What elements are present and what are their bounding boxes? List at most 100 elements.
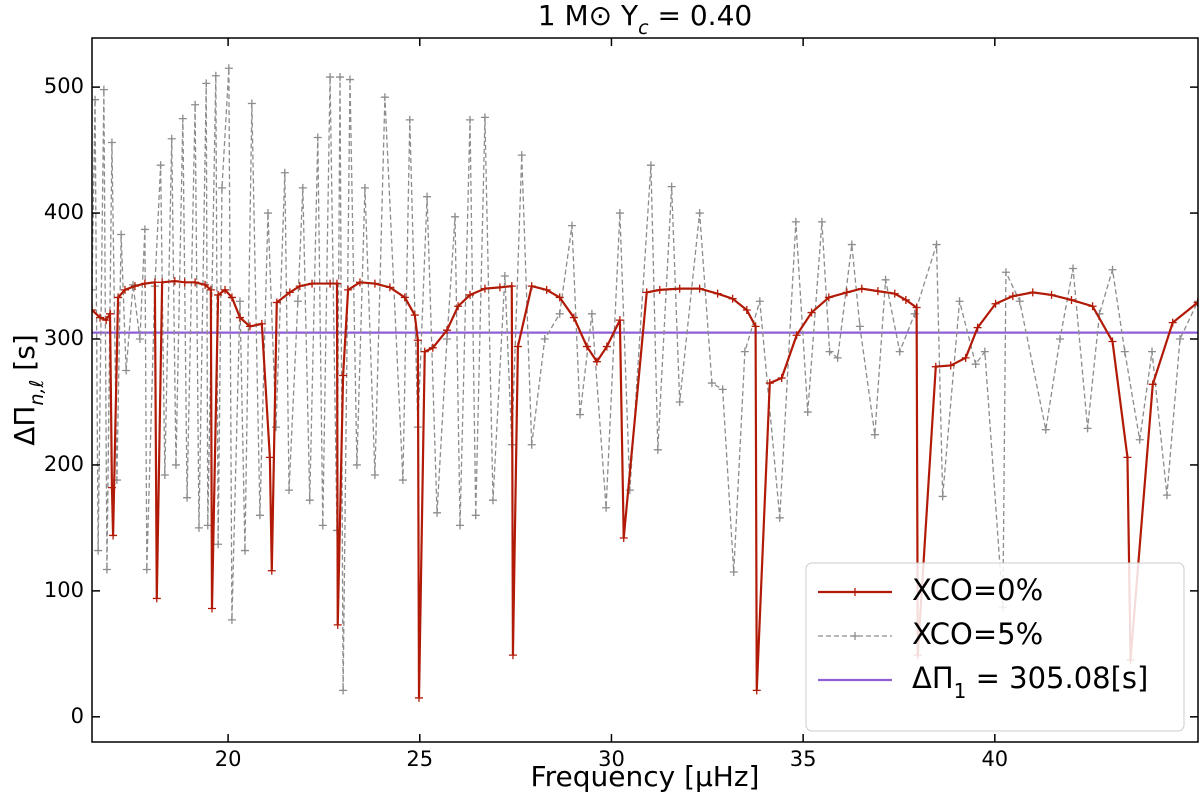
point-marker — [293, 297, 302, 306]
legend-label: XCO=5% — [912, 617, 1043, 651]
point-marker — [423, 192, 432, 201]
point-marker — [433, 508, 442, 517]
point-marker — [592, 357, 601, 366]
point-marker — [267, 566, 276, 575]
point-marker — [106, 309, 115, 318]
point-marker — [346, 75, 355, 84]
point-marker — [775, 513, 784, 522]
point-marker — [527, 282, 536, 291]
point-marker — [803, 408, 812, 417]
point-marker — [410, 311, 419, 320]
point-marker — [203, 521, 212, 530]
point-marker — [265, 453, 274, 462]
point-marker — [602, 342, 611, 351]
point-marker — [881, 275, 890, 284]
point-marker — [442, 326, 451, 335]
series-line — [92, 68, 1198, 691]
point-marker — [191, 278, 200, 287]
point-marker — [718, 385, 727, 394]
point-marker — [1055, 334, 1064, 343]
point-marker — [114, 293, 123, 302]
point-marker — [117, 230, 126, 239]
point-marker — [791, 217, 800, 226]
point-marker — [102, 316, 111, 325]
x-tick-label: 40 — [981, 747, 1008, 771]
point-marker — [1148, 347, 1156, 356]
point-marker — [109, 531, 118, 540]
point-marker — [991, 299, 1000, 308]
point-marker — [344, 285, 353, 294]
plot-area — [92, 64, 1198, 702]
point-marker — [456, 521, 465, 530]
point-marker — [235, 297, 244, 306]
point-marker — [295, 282, 304, 291]
x-tick-label: 30 — [598, 747, 625, 771]
point-marker — [729, 567, 738, 576]
y-tick-label: 300 — [44, 326, 84, 350]
point-marker — [1120, 347, 1129, 356]
point-marker — [842, 288, 851, 297]
point-marker — [540, 334, 549, 343]
legend-label: ΔΠ1 = 305.08[s] — [912, 661, 1148, 703]
point-marker — [1162, 491, 1171, 500]
point-marker — [752, 686, 761, 695]
point-marker — [214, 290, 223, 299]
point-marker — [873, 287, 882, 296]
point-marker — [1108, 337, 1117, 346]
point-marker — [285, 486, 294, 495]
point-marker — [507, 282, 516, 291]
point-marker — [326, 279, 335, 288]
x-tick-label: 35 — [790, 747, 817, 771]
point-marker — [870, 430, 879, 439]
point-marker — [465, 115, 474, 124]
point-marker — [946, 361, 955, 370]
point-marker — [912, 303, 921, 312]
y-tick-label: 200 — [44, 452, 84, 476]
point-marker — [1041, 425, 1050, 434]
point-marker — [332, 279, 341, 288]
point-marker — [655, 285, 664, 294]
point-marker — [1108, 265, 1117, 274]
point-marker — [980, 347, 989, 356]
point-marker — [428, 343, 437, 352]
point-marker — [207, 604, 216, 613]
point-marker — [742, 306, 751, 315]
point-marker — [857, 284, 866, 293]
legend-label: XCO=0% — [912, 573, 1043, 607]
point-marker — [122, 366, 131, 375]
legend-label-part: = 305.08[s] — [966, 661, 1148, 695]
point-marker — [171, 460, 180, 469]
point-marker — [465, 290, 474, 299]
point-marker — [285, 288, 294, 297]
point-marker — [245, 322, 254, 331]
point-marker — [385, 283, 394, 292]
point-marker — [167, 134, 176, 143]
point-marker — [170, 277, 179, 286]
point-marker — [751, 322, 760, 331]
point-marker — [201, 280, 210, 289]
point-marker — [211, 71, 220, 80]
point-marker — [824, 293, 833, 302]
point-marker — [527, 440, 536, 449]
point-marker — [442, 334, 451, 343]
point-marker — [480, 113, 489, 122]
point-marker — [1123, 453, 1132, 462]
y-label-part: [s] — [8, 334, 41, 379]
point-marker — [1028, 288, 1037, 297]
point-marker — [102, 565, 111, 574]
point-marker — [500, 272, 509, 281]
point-marker — [576, 410, 585, 419]
point-marker — [847, 240, 856, 249]
point-marker — [765, 379, 774, 388]
point-marker — [398, 476, 407, 485]
point-marker — [890, 289, 899, 298]
point-marker — [202, 79, 211, 88]
x-tick-label: 20 — [215, 747, 242, 771]
point-marker — [1194, 297, 1198, 306]
point-marker — [961, 353, 970, 362]
point-marker — [380, 93, 389, 102]
point-marker — [931, 362, 940, 371]
point-marker — [191, 100, 200, 109]
point-marker — [488, 496, 497, 505]
